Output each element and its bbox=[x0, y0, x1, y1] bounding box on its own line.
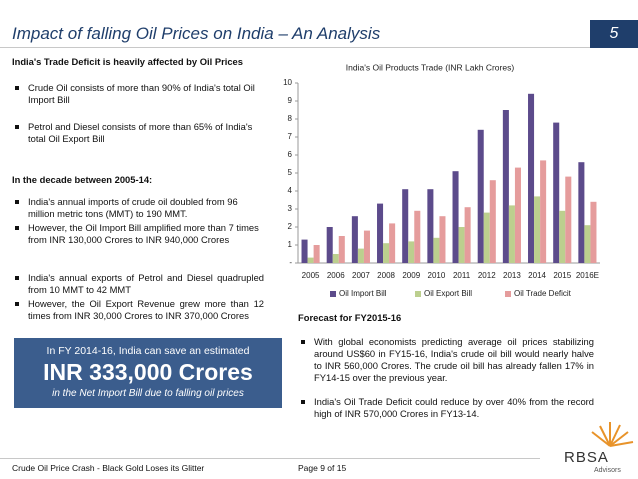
bar bbox=[528, 93, 535, 263]
bar bbox=[565, 176, 572, 263]
callout-amount: INR 333,000 Crores bbox=[43, 359, 253, 385]
y-tick-label: 9 bbox=[288, 96, 293, 105]
bar bbox=[540, 160, 547, 263]
bar bbox=[489, 180, 496, 263]
x-tick-label: 2007 bbox=[352, 271, 370, 280]
slide-number: 5 bbox=[590, 20, 638, 48]
callout: In FY 2014-16, India can save an estimat… bbox=[14, 338, 282, 408]
bullet: Crude Oil consists of more than 90% of I… bbox=[12, 82, 264, 106]
bar bbox=[408, 241, 415, 263]
bar bbox=[427, 189, 434, 263]
slide-title: Impact of falling Oil Prices on India – … bbox=[12, 24, 381, 43]
y-tick-label: 2 bbox=[288, 222, 293, 231]
logo-rays bbox=[591, 422, 634, 447]
bar bbox=[338, 236, 345, 263]
bar bbox=[439, 216, 446, 263]
title-rule bbox=[0, 47, 638, 48]
legend-label: Oil Trade Deficit bbox=[514, 289, 572, 298]
bar bbox=[377, 203, 384, 263]
bar bbox=[590, 201, 597, 263]
forecast-bullets: With global economists predicting averag… bbox=[298, 336, 594, 431]
bullet: Petrol and Diesel consists of more than … bbox=[12, 121, 264, 145]
bar bbox=[383, 243, 390, 263]
logo-text: RBSA bbox=[564, 449, 609, 466]
legend-swatch bbox=[505, 291, 511, 297]
x-tick-label: 2012 bbox=[478, 271, 496, 280]
bar bbox=[414, 210, 421, 263]
y-tick-label: 4 bbox=[288, 186, 293, 195]
bullet: However, the Oil Import Bill amplified m… bbox=[12, 222, 264, 246]
bullets2: India's annual imports of crude oil doub… bbox=[12, 196, 264, 257]
bar bbox=[578, 162, 585, 263]
bar bbox=[326, 227, 333, 263]
bullet: With global economists predicting averag… bbox=[298, 336, 594, 384]
y-tick-label: 8 bbox=[288, 114, 293, 123]
y-tick-label: 10 bbox=[283, 78, 292, 87]
bar bbox=[402, 189, 409, 263]
bar bbox=[351, 216, 358, 263]
bar bbox=[477, 129, 484, 263]
bar bbox=[307, 257, 314, 263]
y-tick-label: 1 bbox=[288, 240, 293, 249]
logo: RBSA Advisors bbox=[564, 422, 634, 474]
forecast-heading: Forecast for FY2015-16 bbox=[298, 312, 402, 323]
x-tick-label: 2008 bbox=[377, 271, 395, 280]
legend-swatch bbox=[330, 291, 336, 297]
bar bbox=[363, 230, 370, 263]
bullet: India's Oil Trade Deficit could reduce b… bbox=[298, 396, 594, 420]
bar bbox=[433, 237, 440, 263]
bar bbox=[389, 223, 396, 263]
bar bbox=[464, 207, 471, 263]
x-tick-label: 2006 bbox=[327, 271, 345, 280]
x-tick-label: 2016E bbox=[576, 271, 599, 280]
legend-label: Oil Export Bill bbox=[424, 289, 472, 298]
bar bbox=[534, 196, 541, 263]
footer-rule bbox=[0, 458, 540, 459]
y-tick-label: 5 bbox=[288, 168, 293, 177]
bullet: India's annual imports of crude oil doub… bbox=[12, 196, 264, 220]
legend-swatch bbox=[415, 291, 421, 297]
footer-page: Page 9 of 15 bbox=[298, 463, 347, 473]
y-tick-label: 7 bbox=[288, 132, 293, 141]
logo-sub: Advisors bbox=[594, 467, 621, 474]
x-tick-label: 2013 bbox=[503, 271, 521, 280]
bar bbox=[559, 210, 566, 263]
x-tick-label: 2011 bbox=[453, 271, 471, 280]
bar bbox=[584, 225, 591, 263]
x-tick-label: 2014 bbox=[528, 271, 546, 280]
callout-line1: In FY 2014-16, India can save an estimat… bbox=[46, 345, 250, 357]
bullet: India's annual exports of Petrol and Die… bbox=[12, 272, 264, 296]
chart: India's Oil Products Trade (INR Lakh Cro… bbox=[283, 62, 600, 298]
callout-line2: in the Net Import Bill due to falling oi… bbox=[52, 388, 244, 399]
x-tick-label: 2009 bbox=[402, 271, 420, 280]
bar bbox=[458, 227, 465, 263]
y-tick-label: 3 bbox=[288, 204, 293, 213]
bar bbox=[553, 122, 560, 263]
bar bbox=[332, 254, 339, 263]
bullets1: Crude Oil consists of more than 90% of I… bbox=[12, 82, 264, 156]
x-tick-label: 2005 bbox=[302, 271, 320, 280]
bullets3: India's annual exports of Petrol and Die… bbox=[12, 272, 264, 333]
x-tick-label: 2010 bbox=[428, 271, 446, 280]
bullet: However, the Oil Export Revenue grew mor… bbox=[12, 298, 264, 322]
bar bbox=[301, 239, 308, 263]
bar bbox=[483, 212, 490, 263]
left-heading: India's Trade Deficit is heavily affecte… bbox=[12, 56, 243, 67]
bar bbox=[357, 248, 364, 263]
bar bbox=[452, 171, 459, 263]
bar bbox=[313, 245, 320, 263]
x-tick-label: 2015 bbox=[553, 271, 571, 280]
legend-label: Oil Import Bill bbox=[339, 289, 387, 298]
bar bbox=[514, 167, 521, 263]
y-tick-label: - bbox=[289, 258, 292, 267]
bar bbox=[502, 110, 509, 263]
footer-left: Crude Oil Price Crash - Black Gold Loses… bbox=[12, 463, 205, 473]
chart-title: India's Oil Products Trade (INR Lakh Cro… bbox=[346, 62, 515, 72]
bar bbox=[508, 205, 515, 263]
left-heading2: In the decade between 2005-14: bbox=[12, 174, 153, 185]
y-tick-label: 6 bbox=[288, 150, 293, 159]
